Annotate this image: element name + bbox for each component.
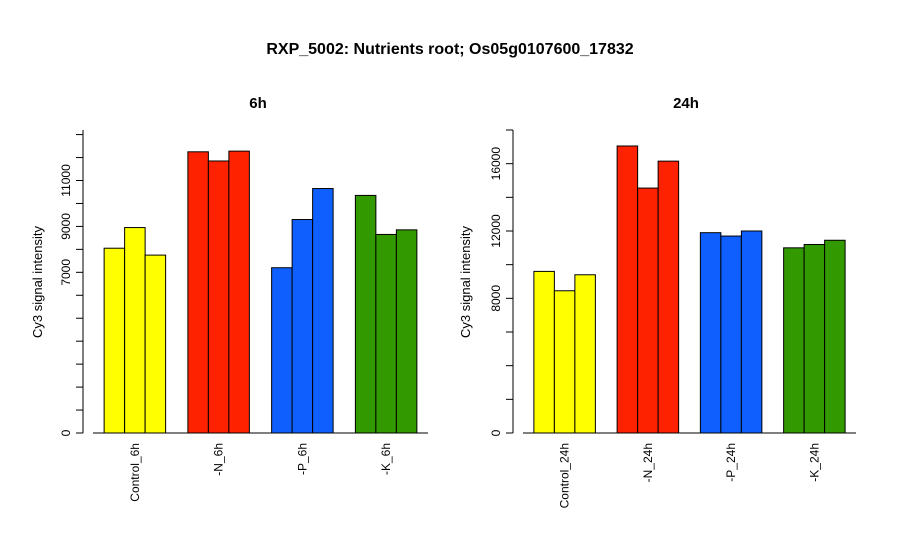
bar — [803, 243, 826, 434]
panel-title: 24h — [673, 95, 699, 112]
bar — [228, 150, 250, 434]
x-tick-label: -P_6h — [295, 443, 309, 475]
y-tick-label: 11000 — [59, 164, 73, 197]
bar — [395, 229, 418, 434]
y-tick-label: 0 — [489, 429, 503, 436]
y-axis-label: Cy3 signal intensity — [458, 226, 473, 338]
bar — [616, 145, 639, 434]
x-tick-label: -K_6h — [379, 443, 393, 475]
bar — [312, 188, 334, 434]
panel-title: 6h — [249, 95, 267, 112]
x-tick-label: -K_24h — [807, 443, 821, 482]
bar — [144, 254, 167, 434]
bar — [291, 219, 314, 434]
bar — [103, 247, 126, 434]
x-tick-label: Control_6h — [128, 443, 142, 502]
x-tick-label: -N_24h — [641, 443, 655, 482]
y-tick-label: 12000 — [489, 214, 503, 248]
panel-6h: 6h Cy3 signal intensity 0 7000 9000 11000 Co… — [30, 95, 428, 502]
bar — [187, 151, 209, 434]
bar — [574, 274, 596, 434]
figure-title: RXP_5002: Nutrients root; Os05g0107600_1… — [266, 41, 633, 58]
bar — [720, 235, 742, 434]
y-tick-label: 9000 — [59, 213, 73, 240]
bar — [657, 160, 680, 434]
y-tick-label: 8000 — [489, 285, 503, 312]
y-tick-label: 16000 — [489, 147, 503, 181]
bar — [207, 160, 230, 434]
panel-24h: 24h Cy3 signal intensity 0 8000 12000 16000… — [458, 95, 856, 508]
y-tick-label: 7000 — [59, 259, 73, 286]
bar — [783, 247, 805, 434]
bar — [553, 290, 576, 434]
bar — [637, 187, 659, 434]
x-tick-label: Control_24h — [558, 443, 572, 508]
y-tick-label: 0 — [59, 429, 73, 436]
bar — [354, 194, 377, 434]
bar — [699, 232, 722, 434]
bar — [533, 270, 555, 434]
y-axis-label: Cy3 signal intensity — [30, 226, 45, 338]
bar — [375, 233, 397, 434]
bar — [124, 227, 146, 434]
bar — [824, 239, 846, 434]
bar — [271, 267, 293, 434]
x-tick-label: -N_6h — [212, 443, 226, 476]
x-tick-label: -P_24h — [724, 443, 738, 482]
bar — [740, 230, 763, 434]
